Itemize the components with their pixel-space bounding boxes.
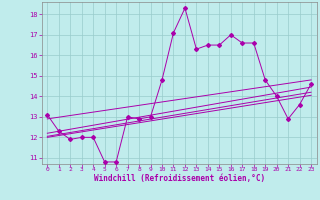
X-axis label: Windchill (Refroidissement éolien,°C): Windchill (Refroidissement éolien,°C) xyxy=(94,174,265,183)
